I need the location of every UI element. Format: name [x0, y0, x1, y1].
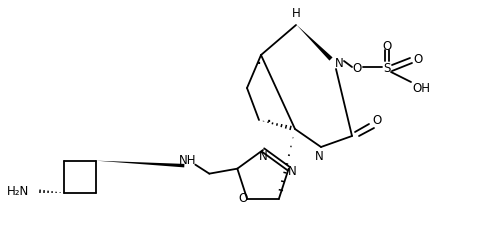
Text: O: O: [352, 61, 362, 74]
Polygon shape: [296, 25, 332, 61]
Text: S: S: [383, 61, 391, 74]
Text: N: N: [315, 149, 324, 162]
Text: O: O: [382, 39, 392, 52]
Text: O: O: [372, 114, 382, 127]
Text: ·: ·: [266, 113, 272, 132]
Text: H: H: [291, 6, 300, 19]
Text: N: N: [334, 56, 343, 69]
Text: N: N: [259, 150, 267, 163]
Text: H₂N: H₂N: [7, 185, 29, 198]
Text: O: O: [413, 52, 423, 65]
Text: ·: ·: [256, 54, 262, 73]
Polygon shape: [96, 161, 184, 168]
Text: N: N: [288, 164, 297, 177]
Text: OH: OH: [412, 81, 430, 94]
Text: NH: NH: [178, 153, 196, 166]
Text: O: O: [239, 191, 248, 204]
